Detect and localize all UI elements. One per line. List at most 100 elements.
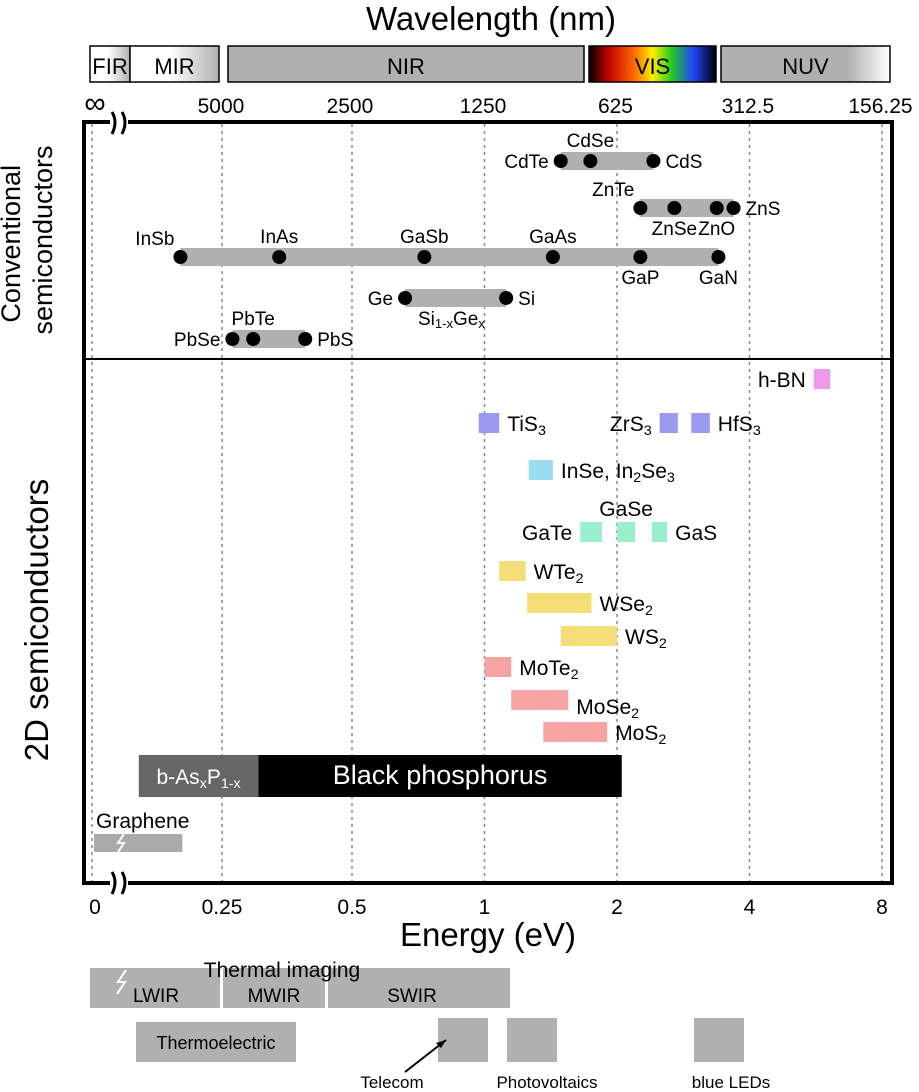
label-wte2: WTe2 [534,561,584,587]
point-gasb [417,250,432,264]
bottom-tick-0: 0 [89,896,101,919]
band-label-nuv: NUV [782,54,829,79]
bottom-tick-2: 2 [611,896,623,919]
point-cdte [553,154,568,168]
point-ge [398,291,413,305]
top-tick-156-25: 156.25 [848,95,912,118]
label-ws2: WS2 [625,626,667,652]
alloy-label-part: 1-x [435,316,454,331]
point-insb [173,250,188,264]
top-tick-625: 625 [598,95,633,118]
label-zrs3-sub: 3 [644,423,652,439]
label-wse2: WSe2 [599,593,653,619]
label-gate-part: GaTe [522,522,572,545]
bar-gase [617,522,636,542]
point-label-ge: Ge [368,289,393,310]
band-fir [89,45,131,83]
app-telecom [438,1018,488,1062]
label-mose2-part: MoSe [576,696,631,719]
spectral-bands: FIR MIR NIR VIS NUV [89,45,891,83]
label-inse-in2-part: InSe, In [561,460,633,483]
label-wte2-part: WTe [534,561,576,584]
app-lwir [90,968,220,1008]
alloy-label-part: Si [418,309,435,330]
label-wse2-part: WSe [599,593,645,616]
section-title-conventional-line1: Conventional [0,165,26,323]
label-wse2-sub: 2 [645,603,653,619]
phos-label-0-part: b-As [157,766,200,789]
label-tis3-part: TiS [507,413,538,436]
label-mose2-sub: 2 [631,706,639,722]
point-label-insb: InSb [135,229,174,250]
point-cdse [583,154,598,168]
top-tick-312-5: 312.5 [722,95,775,118]
label-zrs3: ZrS3 [610,413,652,439]
top-axis-ticks: ∞ 5000 2500 1250 625 312.5 156.25 [84,87,912,120]
app-label-thermoelectric: Thermoelectric [156,1033,275,1053]
top-axis-title: Wavelength (nm) [366,0,616,37]
applications: LWIR MWIR SWIR Thermal imaging Thermoelectri… [90,959,770,1092]
phos-label-0-sub: x [200,776,207,792]
point-label-pbte: PbTe [232,309,275,330]
label-hfs3: HfS3 [718,413,761,439]
point-label-znse: ZnSe [652,219,697,240]
phos-label-1: Black phosphorus [333,760,548,790]
point-label-znte: ZnTe [592,180,634,201]
section-title-2d: 2D semiconductors [18,479,55,761]
label-inse-in2-part: Se [641,460,667,483]
label-tis3: TiS3 [507,413,546,439]
conv-bar-2 [180,248,719,266]
app-label-photovoltaics: Photovoltaics [496,1073,597,1092]
label-hfs3-part: HfS [718,413,753,436]
bottom-tick-0-25: 0.25 [202,896,243,919]
label-gase: GaSe [599,498,653,521]
graphene-bar: Graphene [94,810,189,853]
label-ws2-part: WS [625,626,659,649]
band-vis [588,45,717,83]
app-blue-leds [694,1018,744,1062]
point-znte [633,201,648,215]
label-gas-part: GaS [675,522,717,545]
point-zns [726,201,741,215]
conv-bar-3 [405,289,507,307]
label-mos2: MoS2 [615,722,666,748]
axis-break-bottom [110,870,128,896]
label-gate: GaTe [522,522,572,545]
bar-gate [580,522,603,542]
section-title-conventional: Conventional semiconductors [0,145,58,334]
label-mote2-part: MoTe [519,657,570,680]
band-nuv [720,45,891,83]
point-label-inas: InAs [260,227,298,248]
point-label-gap: GaP [621,268,659,289]
conventional-points: CdTe CdSe CdS ZnTe ZnSe ZnO ZnS InSb InAs GaSb GaA… [135,131,780,351]
point-label-gaas: GaAs [529,227,577,248]
label-h-bn: h-BN [758,369,806,392]
phos-bar-1 [258,755,622,797]
point-label-cdse: CdSe [567,131,615,152]
phos-label-0-part: P [207,766,221,789]
app-label-blue-leds: blue LEDs [692,1073,770,1092]
conv-bar-0 [560,152,654,170]
section-title-conventional-line2: semiconductors [28,145,58,334]
bottom-axis-title: Energy (eV) [400,916,576,953]
label-ws2-sub: 2 [659,636,667,652]
point-zno [709,201,724,215]
app-label-swir: SWIR [387,986,437,1007]
band-label-vis: VIS [635,54,670,79]
bar-zrs3 [659,413,678,433]
alloy-label-part: Ge [453,309,478,330]
graphene-break-icon [116,833,126,853]
phos-label-0: b-AsxP1-x [157,766,241,792]
bar-gas [651,522,668,542]
label-tis3-sub: 3 [538,423,546,439]
point-label-si: Si [518,289,535,310]
point-label-cdte: CdTe [504,152,548,173]
label-inse-in2: InSe, In2Se3 [561,460,675,486]
bottom-tick-8: 8 [876,896,888,919]
app-mwir [223,968,325,1008]
point-label-gan: GaN [699,268,738,289]
band-label-nir: NIR [387,54,425,79]
label-mote2-sub: 2 [571,667,579,683]
app-label-lwir: LWIR [133,986,179,1007]
bottom-tick-0-5: 0.5 [337,896,366,919]
